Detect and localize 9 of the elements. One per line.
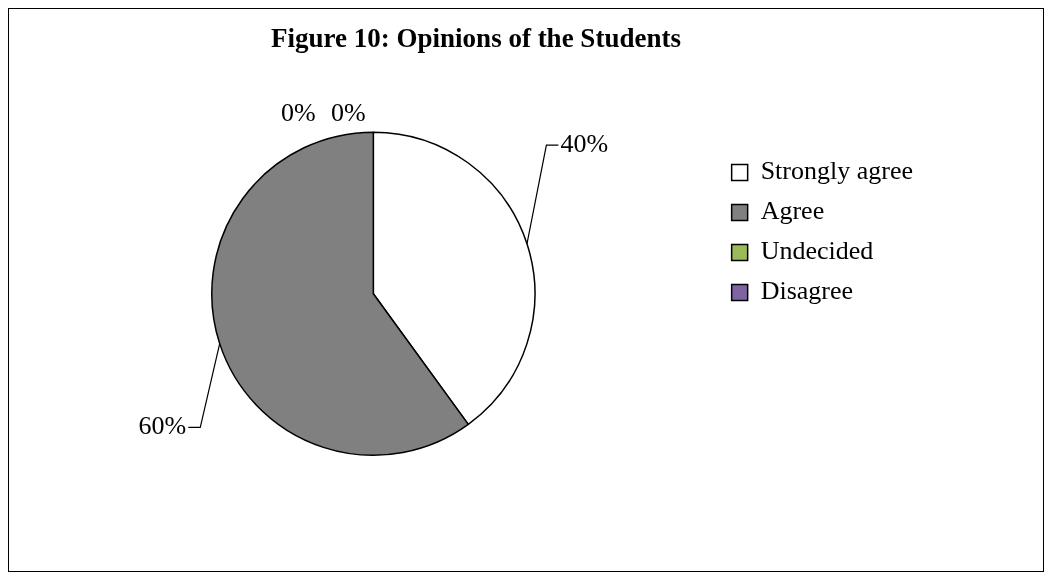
legend-label: Disagree xyxy=(760,276,854,306)
legend-label: Strongly agree xyxy=(760,156,913,186)
legend-label: Agree xyxy=(760,196,825,226)
data-label: 40% xyxy=(560,128,609,158)
data-label: 60% xyxy=(138,411,187,441)
text: 0% xyxy=(280,97,316,127)
chart-title: Figure 10: Opinions of the Students xyxy=(271,23,681,54)
legend-label: Undecided xyxy=(760,236,874,266)
text: 0% xyxy=(330,97,366,127)
